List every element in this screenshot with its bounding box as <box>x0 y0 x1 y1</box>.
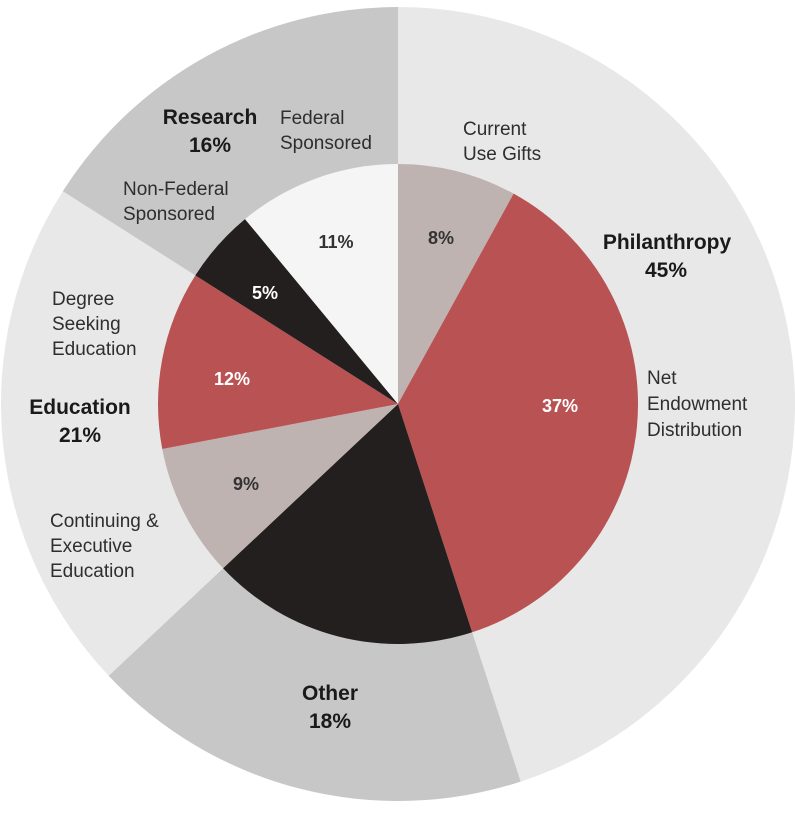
label-line: Endowment <box>647 394 748 415</box>
pct-label-current-use-gifts: 8% <box>428 228 454 248</box>
pct-label-federal: 11% <box>318 232 353 252</box>
label-line: Continuing & <box>50 511 159 532</box>
slice-label-federal-sponsored: Federal Sponsored <box>280 108 372 154</box>
inner-pie <box>157 164 638 644</box>
label-line: Sponsored <box>123 204 215 225</box>
label-line: Education <box>50 561 135 582</box>
label-line: Current <box>463 119 527 140</box>
category-pct-education: 21% <box>59 424 101 447</box>
label-line: Sponsored <box>280 133 372 154</box>
pct-label-degree-seeking: 12% <box>214 369 250 389</box>
inner-slice-degree-seeking-education <box>157 275 398 449</box>
inner-slice-current-use-gifts <box>398 164 514 404</box>
slice-label-net-endowment: Net Endowment Distribution <box>647 368 753 441</box>
label-line: Distribution <box>647 420 742 441</box>
category-pct-philanthropy: 45% <box>645 259 687 282</box>
inner-slice-federal-sponsored <box>245 164 398 404</box>
category-pct-other: 18% <box>309 710 351 733</box>
slice-label-degree-seeking: Degree Seeking Education <box>52 289 137 360</box>
slice-label-continuing-education: Continuing & Executive Education <box>50 511 164 582</box>
category-label-other: Other <box>302 682 358 705</box>
label-line: Use Gifts <box>463 144 541 165</box>
label-line: Degree <box>52 289 114 310</box>
slice-label-current-use-gifts: Current Use Gifts <box>463 119 541 165</box>
label-line: Seeking <box>52 314 121 335</box>
inner-slice-non-federal-sponsored <box>195 219 398 404</box>
category-label-education: Education <box>29 396 131 419</box>
pct-label-continuing-education: 9% <box>233 474 259 494</box>
label-line: Education <box>52 339 137 360</box>
label-line: Executive <box>50 536 132 557</box>
slice-label-non-federal-sponsored: Non-Federal Sponsored <box>123 179 234 225</box>
pct-label-non-federal: 5% <box>252 283 278 303</box>
inner-slice-other <box>223 404 473 644</box>
label-line: Non-Federal <box>123 179 229 200</box>
pct-label-net-endowment: 37% <box>542 396 578 416</box>
category-label-research: Research <box>163 106 258 129</box>
inner-slice-net-endowment-distribution <box>398 193 638 633</box>
category-label-philanthropy: Philanthropy <box>603 231 732 254</box>
label-line: Net <box>647 368 677 389</box>
inner-slice-continuing-executive-education <box>162 404 398 569</box>
label-line: Federal <box>280 108 344 129</box>
category-pct-research: 16% <box>189 134 231 157</box>
